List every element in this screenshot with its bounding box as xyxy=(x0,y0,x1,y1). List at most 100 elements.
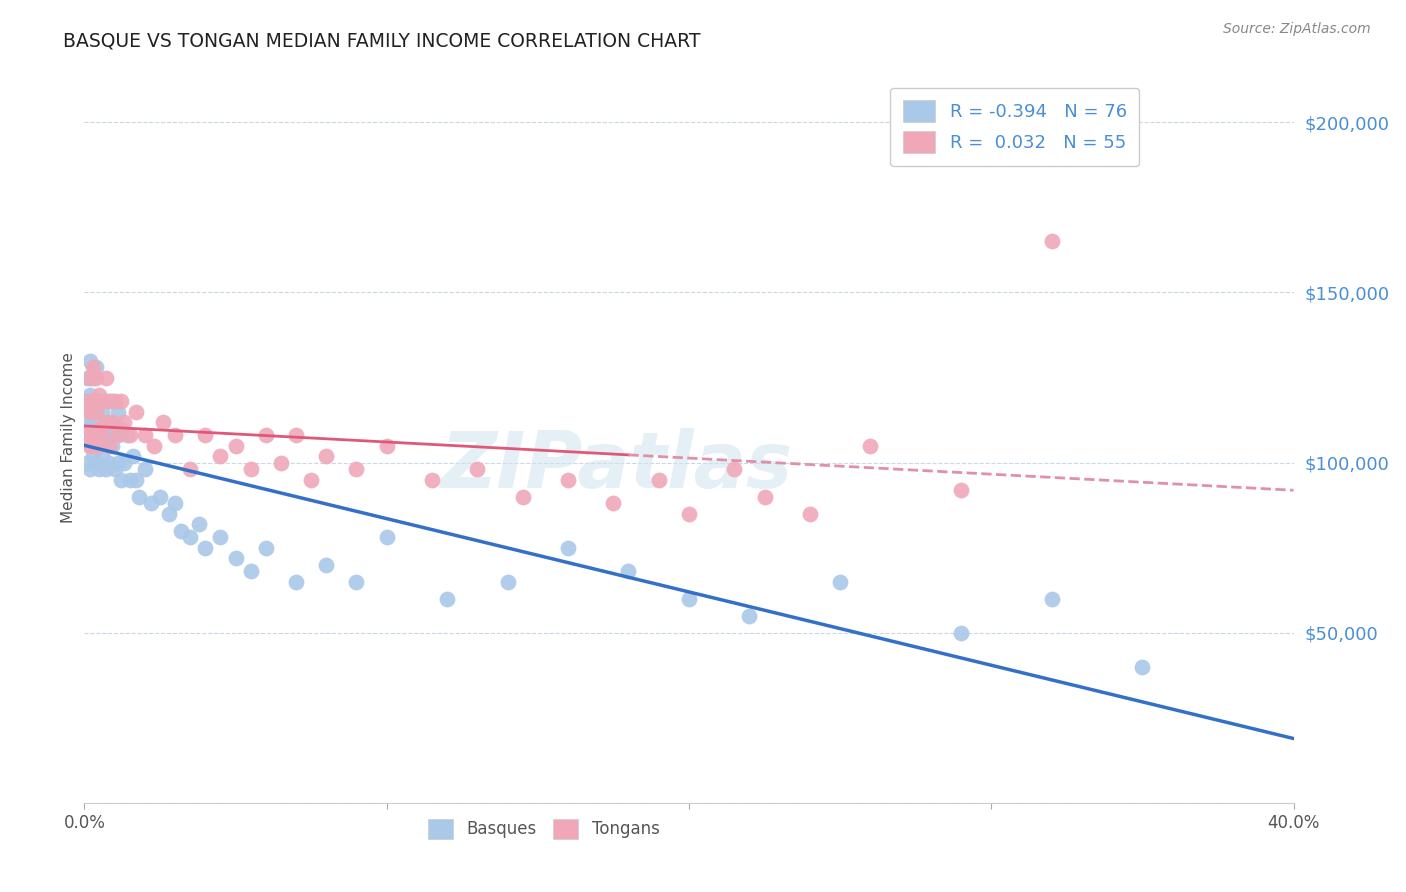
Point xyxy=(89,421,111,435)
Point xyxy=(110,473,132,487)
Point xyxy=(79,439,101,453)
Point xyxy=(97,439,120,453)
Point xyxy=(270,456,292,470)
Point xyxy=(830,574,852,589)
Point xyxy=(82,370,104,384)
Point xyxy=(89,394,111,409)
Point xyxy=(100,439,122,453)
Point xyxy=(179,462,201,476)
Point xyxy=(142,439,165,453)
Point xyxy=(79,353,101,368)
Point xyxy=(179,531,201,545)
Point xyxy=(149,490,172,504)
Point xyxy=(94,462,117,476)
Point xyxy=(134,428,156,442)
Point xyxy=(346,462,368,476)
Point xyxy=(678,591,700,606)
Point xyxy=(82,404,104,418)
Point xyxy=(89,462,111,476)
Point xyxy=(110,421,132,435)
Text: BASQUE VS TONGAN MEDIAN FAMILY INCOME CORRELATION CHART: BASQUE VS TONGAN MEDIAN FAMILY INCOME CO… xyxy=(63,31,700,50)
Legend: Basques, Tongans: Basques, Tongans xyxy=(422,812,666,846)
Text: Source: ZipAtlas.com: Source: ZipAtlas.com xyxy=(1223,22,1371,37)
Point xyxy=(118,473,141,487)
Point xyxy=(467,462,489,476)
Point xyxy=(79,439,101,453)
Point xyxy=(91,394,114,409)
Point xyxy=(86,404,108,418)
Point xyxy=(346,574,368,589)
Point xyxy=(100,415,122,429)
Point xyxy=(86,439,108,453)
Point xyxy=(315,449,337,463)
Point xyxy=(209,531,232,545)
Point xyxy=(125,473,148,487)
Point xyxy=(79,428,101,442)
Text: ZIPatlas: ZIPatlas xyxy=(440,428,793,504)
Point xyxy=(97,415,120,429)
Point xyxy=(82,449,104,463)
Point xyxy=(82,360,104,375)
Point xyxy=(107,404,129,418)
Point xyxy=(648,473,671,487)
Point xyxy=(436,591,458,606)
Point xyxy=(86,370,108,384)
Point xyxy=(110,394,132,409)
Point xyxy=(91,449,114,463)
Point xyxy=(82,394,104,409)
Point xyxy=(557,541,579,555)
Point xyxy=(76,415,98,429)
Point xyxy=(82,415,104,429)
Point xyxy=(76,428,98,442)
Point xyxy=(194,428,217,442)
Point xyxy=(285,574,308,589)
Point xyxy=(82,428,104,442)
Point xyxy=(107,456,129,470)
Point xyxy=(950,625,973,640)
Point xyxy=(602,496,624,510)
Point xyxy=(89,439,111,453)
Point xyxy=(299,473,322,487)
Point xyxy=(512,490,534,504)
Point xyxy=(152,415,174,429)
Point xyxy=(91,404,114,418)
Point xyxy=(118,428,141,442)
Point xyxy=(139,496,162,510)
Point xyxy=(617,565,640,579)
Point xyxy=(239,565,262,579)
Point xyxy=(225,439,247,453)
Point xyxy=(100,394,122,409)
Point xyxy=(94,415,117,429)
Point xyxy=(82,428,104,442)
Point xyxy=(165,496,187,510)
Point xyxy=(254,428,277,442)
Point xyxy=(157,507,180,521)
Point xyxy=(86,360,108,375)
Point xyxy=(112,456,135,470)
Point xyxy=(134,462,156,476)
Point xyxy=(94,394,117,409)
Point xyxy=(79,421,101,435)
Point xyxy=(723,462,745,476)
Point xyxy=(738,608,761,623)
Point xyxy=(76,394,98,409)
Point xyxy=(225,550,247,565)
Point xyxy=(79,404,101,418)
Point xyxy=(86,428,108,442)
Point xyxy=(86,404,108,418)
Point xyxy=(1040,591,1063,606)
Point xyxy=(97,456,120,470)
Point xyxy=(112,415,135,429)
Point xyxy=(188,516,211,531)
Point xyxy=(1130,659,1153,673)
Y-axis label: Median Family Income: Median Family Income xyxy=(60,351,76,523)
Point xyxy=(104,394,127,409)
Point xyxy=(754,490,776,504)
Point xyxy=(799,507,821,521)
Point xyxy=(165,428,187,442)
Point xyxy=(420,473,443,487)
Point xyxy=(375,531,398,545)
Point xyxy=(76,456,98,470)
Point xyxy=(79,404,101,418)
Point xyxy=(82,394,104,409)
